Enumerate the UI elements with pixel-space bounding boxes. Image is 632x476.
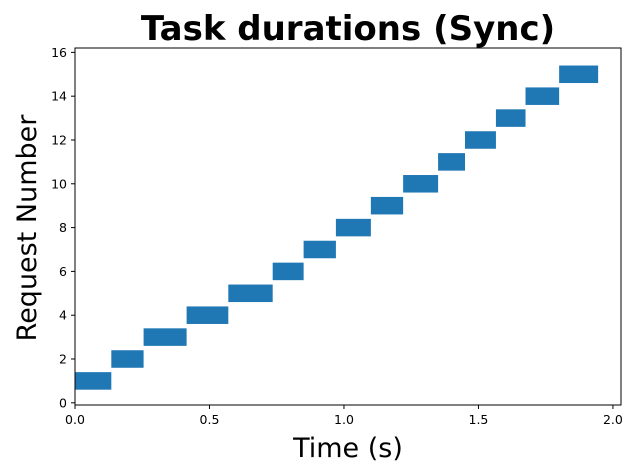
x-ticks-group: 0.0 0.5 1.0 1.5 2.0	[65, 405, 623, 427]
y-tick-label: 2	[59, 352, 67, 367]
x-tick-label: 0.0	[65, 412, 85, 427]
y-tick-label: 0	[59, 395, 67, 410]
y-tick-label: 14	[51, 89, 67, 104]
task-bar-5	[228, 284, 273, 303]
task-bar-13	[495, 109, 526, 127]
task-bar-9	[370, 196, 404, 215]
y-ticks-group: 0 2 4 6 8 10 12 14 16	[51, 45, 75, 410]
bars-group	[75, 65, 599, 390]
x-tick-label: 0.5	[200, 412, 220, 427]
task-bar-8	[335, 218, 371, 237]
x-axis-label: Time (s)	[292, 433, 403, 464]
task-bar-6	[272, 262, 304, 281]
task-bar-7	[303, 240, 336, 259]
task-bar-4	[186, 306, 229, 324]
y-tick-label: 6	[59, 264, 67, 279]
task-bar-15	[559, 65, 599, 84]
x-tick-label: 1.5	[469, 412, 489, 427]
task-bar-11	[438, 153, 465, 171]
x-tick-label: 2.0	[603, 412, 623, 427]
y-tick-label: 12	[51, 132, 67, 147]
task-bar-10	[403, 175, 439, 193]
task-bar-3	[143, 328, 187, 346]
x-tick-label: 1.0	[334, 412, 354, 427]
y-axis-label: Request Number	[12, 114, 43, 342]
chart-title: Task durations (Sync)	[141, 9, 555, 49]
plot-frame	[74, 47, 622, 406]
task-bar-14	[525, 87, 560, 105]
y-tick-label: 8	[59, 220, 67, 235]
task-bar-2	[111, 350, 144, 368]
task-bar-12	[465, 131, 496, 149]
y-tick-label: 16	[51, 45, 67, 60]
task-bar-1	[75, 372, 112, 390]
y-tick-label: 4	[59, 308, 67, 323]
y-tick-label: 10	[51, 176, 67, 191]
